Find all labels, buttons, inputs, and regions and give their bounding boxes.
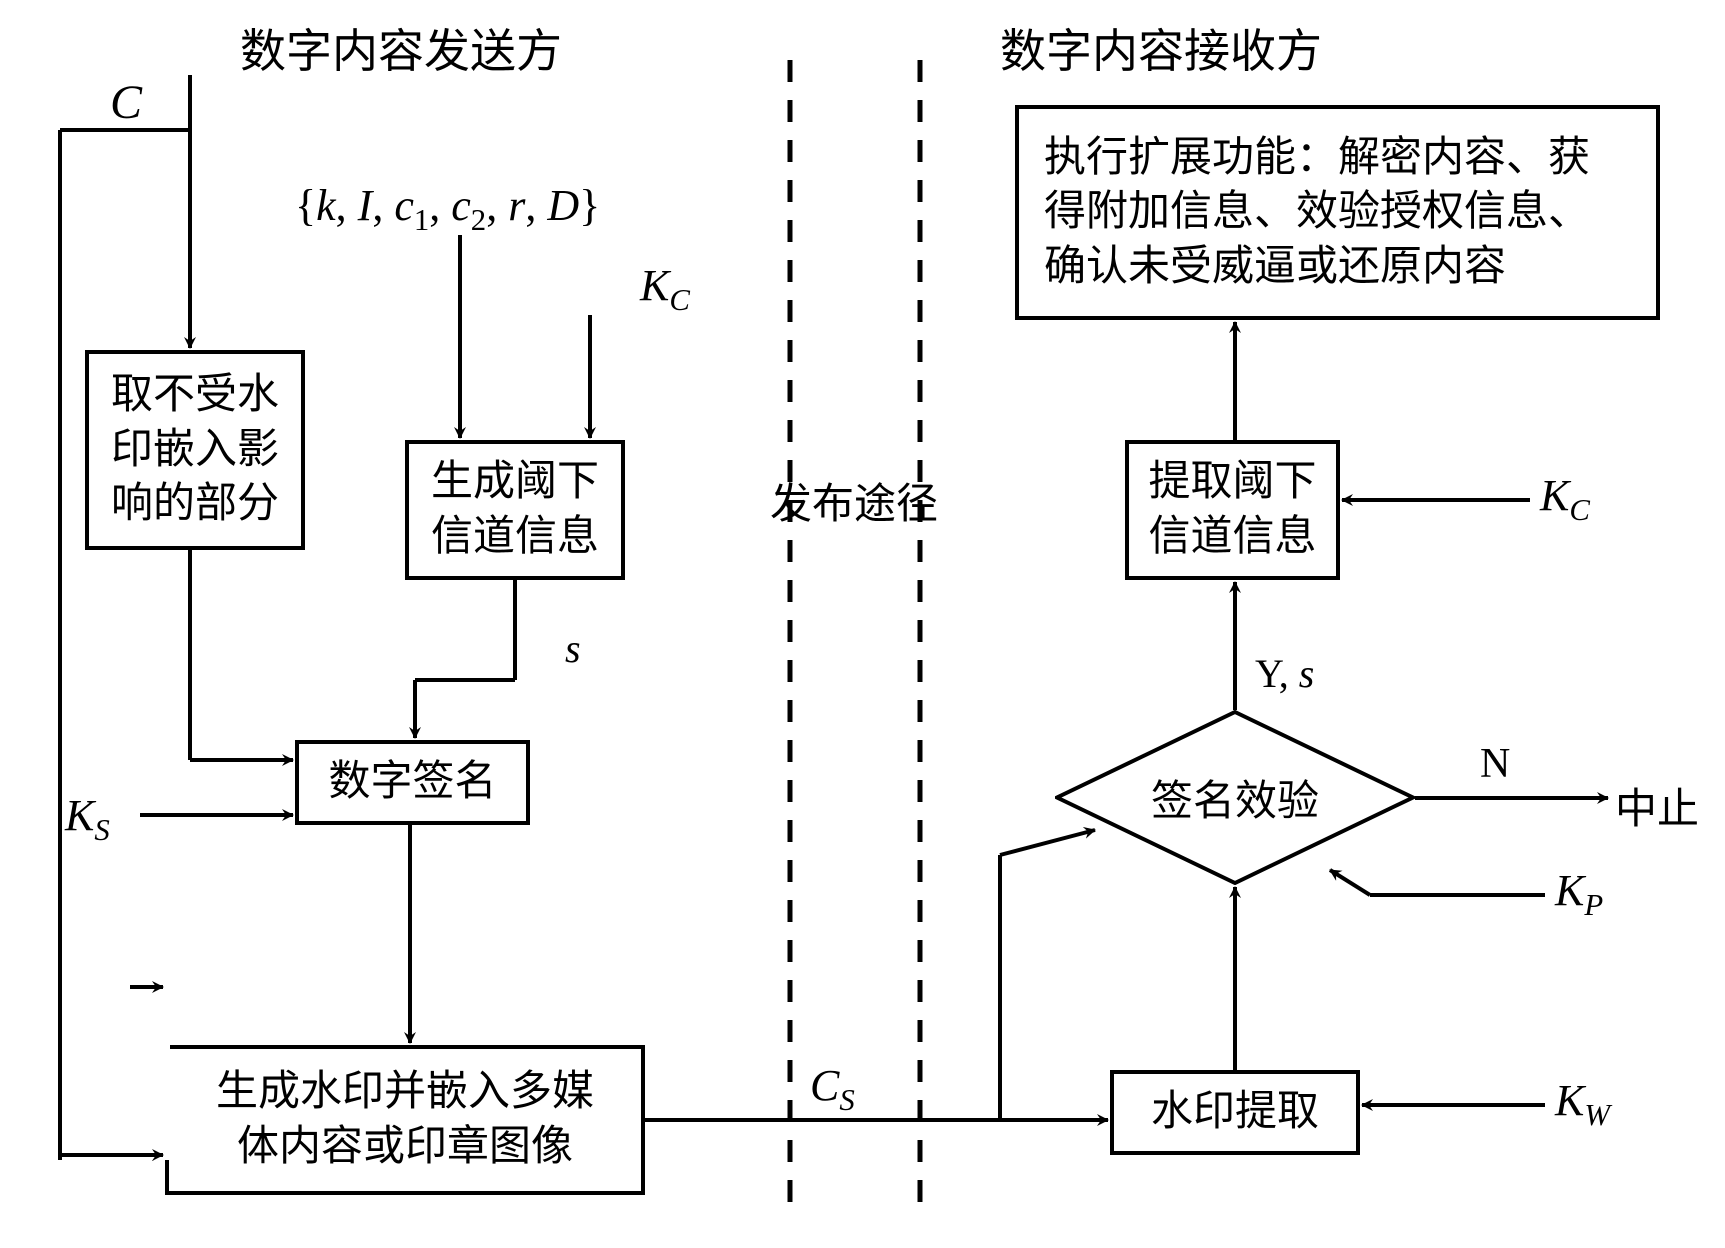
header-sender: 数字内容发送方 (240, 15, 562, 81)
box-gen-watermark: 生成水印并嵌入多媒 体内容或印章图像 (165, 1045, 645, 1195)
label-CS: CS (810, 1060, 855, 1118)
label-KP: KP (1555, 865, 1603, 923)
label-KW-left: KW (60, 960, 115, 1018)
label-KC-right: KC (1540, 470, 1590, 528)
diamond-sig-verify: 签名效验 (1055, 710, 1415, 885)
box-extract-subliminal-text: 提取阈下 信道信息 (1148, 455, 1316, 564)
label-params: {k, I, c1, c2, r, D} (295, 180, 600, 238)
box-gen-subliminal-text: 生成阈下 信道信息 (431, 455, 599, 564)
box-gen-watermark-text: 生成水印并嵌入多媒 体内容或印章图像 (216, 1065, 594, 1174)
box-exec-ext-text: 执行扩展功能：解密内容、获 得附加信息、效验授权信息、 确认未受威逼或还原内容 (1044, 131, 1590, 295)
label-KW-right: KW (1555, 1075, 1610, 1133)
box-watermark-extract: 水印提取 (1110, 1070, 1360, 1155)
box-extract-subliminal: 提取阈下 信道信息 (1125, 440, 1340, 580)
label-Ys: Y, s (1255, 650, 1314, 697)
diamond-sig-verify-text: 签名效验 (1151, 767, 1319, 828)
box-digital-sign: 数字签名 (295, 740, 530, 825)
box-exec-ext: 执行扩展功能：解密内容、获 得附加信息、效验授权信息、 确认未受威逼或还原内容 (1015, 105, 1660, 320)
label-C: C (110, 75, 142, 130)
header-receiver: 数字内容接收方 (1000, 15, 1322, 81)
box-extract-unaffected: 取不受水 印嵌入影 响的部分 (85, 350, 305, 550)
label-KS: KS (65, 790, 110, 848)
label-N: N (1480, 740, 1510, 788)
box-digital-sign-text: 数字签名 (328, 755, 496, 810)
box-extract-unaffected-text: 取不受水 印嵌入影 响的部分 (111, 368, 279, 532)
label-abort: 中止 (1615, 775, 1699, 836)
box-gen-subliminal: 生成阈下 信道信息 (405, 440, 625, 580)
label-channel: 发布途径 (770, 470, 938, 531)
label-s-left: s (565, 625, 581, 672)
box-watermark-extract-text: 水印提取 (1151, 1085, 1319, 1140)
label-KC-left: KC (640, 260, 690, 318)
